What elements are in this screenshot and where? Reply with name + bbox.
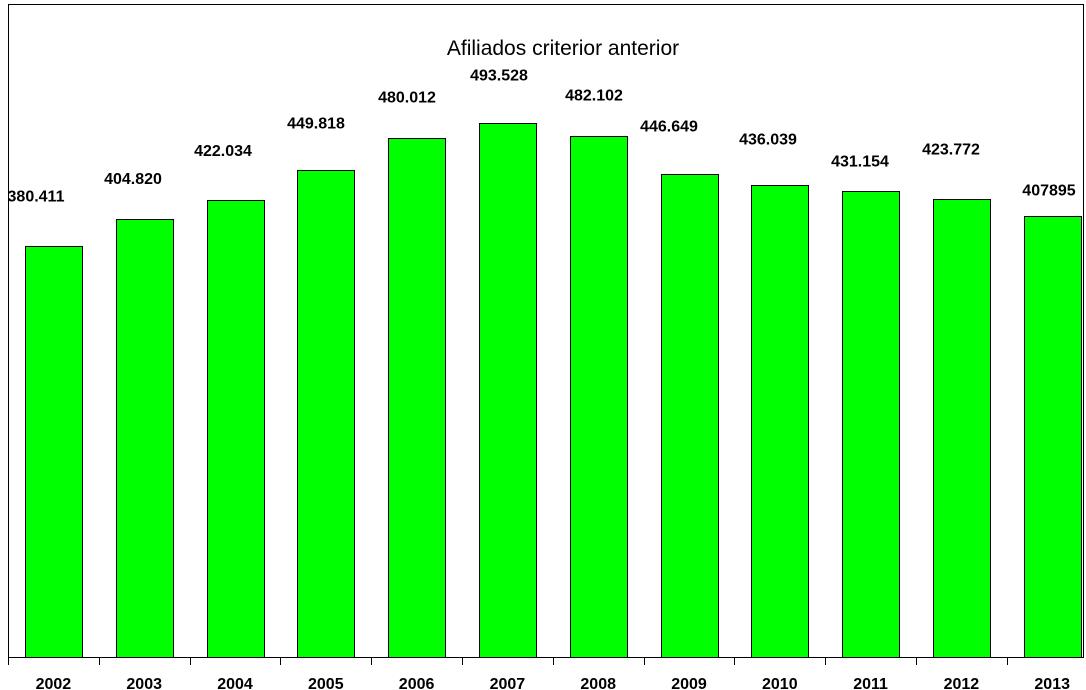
bar-2009 — [661, 174, 719, 658]
data-label-2006: 480.012 — [378, 90, 436, 107]
data-label-2010: 436.039 — [739, 132, 797, 149]
bar-2003 — [116, 219, 174, 658]
bar-2006 — [388, 138, 446, 658]
x-tick-label-2002: 2002 — [36, 676, 72, 690]
data-label-2008: 482.102 — [565, 88, 623, 105]
x-tick-label-2005: 2005 — [308, 676, 344, 690]
x-tick-label-2012: 2012 — [944, 676, 980, 690]
x-axis-tick-labels: 2002 2003 2004 2005 2006 2007 2008 2009 2010 2011… — [36, 676, 1070, 690]
bar-2005 — [297, 170, 355, 658]
data-label-2002: 380.411 — [8, 189, 65, 206]
data-label-2007: 493.528 — [470, 68, 528, 85]
bar-2013 — [1024, 216, 1082, 658]
bar-2007 — [479, 123, 537, 658]
data-label-2004: 422.034 — [194, 143, 252, 160]
data-label-2005: 449.818 — [287, 116, 345, 133]
x-tick-label-2009: 2009 — [671, 676, 707, 690]
bar-2012 — [933, 199, 991, 658]
x-tick-label-2008: 2008 — [580, 676, 616, 690]
bar-2002 — [25, 246, 83, 658]
data-label-2013: 407895 — [1022, 183, 1075, 200]
chart-title: Afiliados criterior anterior — [447, 37, 679, 60]
x-axis-ticks — [8, 657, 1008, 665]
bar-2008 — [570, 136, 628, 658]
x-tick-label-2003: 2003 — [126, 676, 162, 690]
bars — [25, 123, 1082, 658]
bar-2010 — [751, 185, 809, 658]
x-tick-label-2007: 2007 — [490, 676, 526, 690]
data-label-2012: 423.772 — [922, 142, 980, 159]
data-label-2003: 404.820 — [104, 171, 162, 188]
data-label-2009: 446.649 — [640, 119, 698, 136]
x-tick-label-2006: 2006 — [399, 676, 435, 690]
x-tick-label-2004: 2004 — [217, 676, 253, 690]
x-tick-label-2013: 2013 — [1034, 676, 1070, 690]
bar-2004 — [207, 200, 265, 658]
x-tick-label-2011: 2011 — [853, 676, 888, 690]
x-tick-label-2010: 2010 — [762, 676, 798, 690]
data-labels: 380.411 404.820 422.034 449.818 480.012 493.5… — [8, 68, 1076, 206]
data-label-2011: 431.154 — [831, 154, 889, 171]
bar-2011 — [842, 191, 900, 658]
